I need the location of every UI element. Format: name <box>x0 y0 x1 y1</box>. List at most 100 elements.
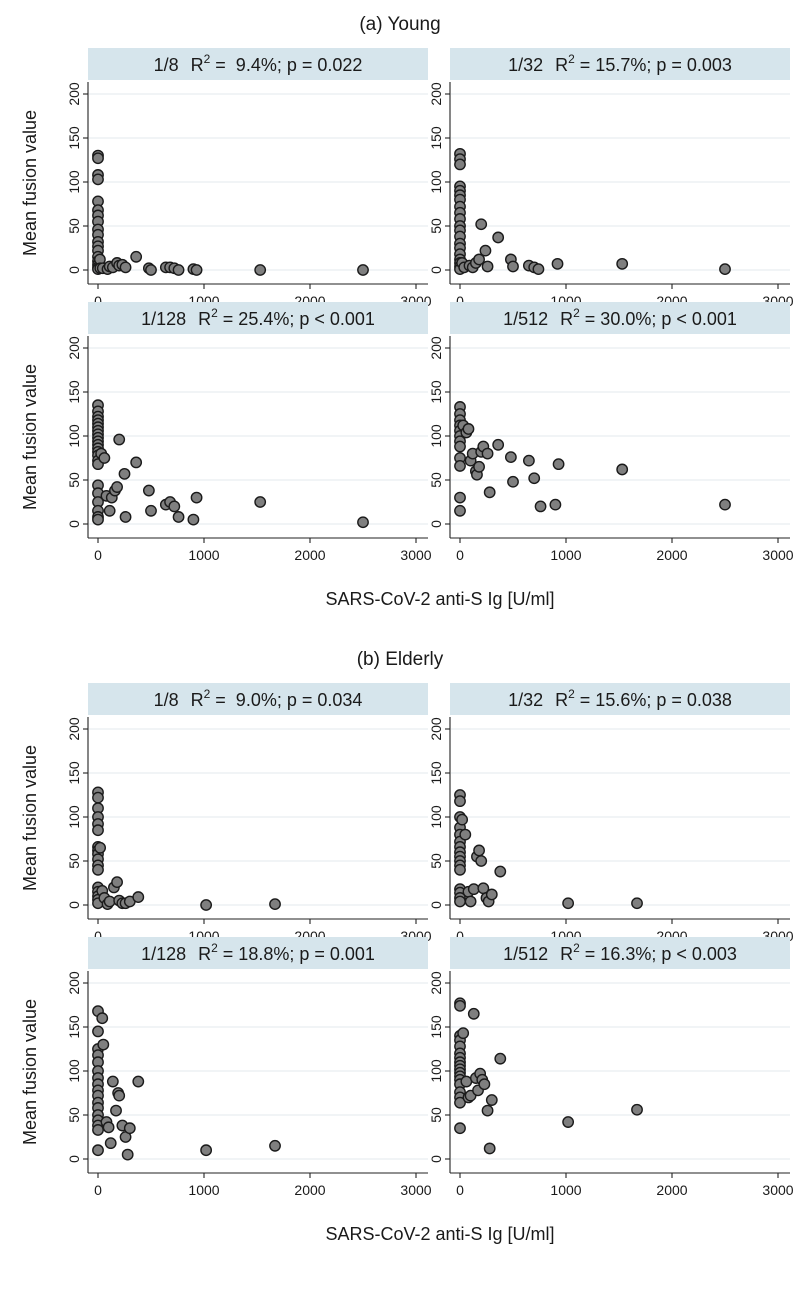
data-point <box>132 1075 145 1088</box>
data-point <box>454 895 466 908</box>
y-tick-label: 50 <box>66 853 82 869</box>
y-tick-label: 0 <box>428 1155 444 1163</box>
data-point <box>254 264 267 276</box>
data-point <box>111 876 123 889</box>
data-point <box>200 899 213 911</box>
x-tick-label: 2000 <box>294 1182 325 1198</box>
panel-strip <box>450 683 790 715</box>
r-squared-label: R <box>191 55 204 75</box>
y-tick-label: 50 <box>428 218 444 234</box>
data-point <box>467 883 480 896</box>
data-point <box>92 173 104 186</box>
group-title: (b) Elderly <box>357 649 444 670</box>
x-tick-label: 1000 <box>188 547 219 563</box>
dilution-label: 1/128 <box>141 309 186 329</box>
y-tick-label: 100 <box>66 424 82 448</box>
data-point <box>481 260 494 273</box>
data-point <box>534 500 547 513</box>
data-point <box>454 491 466 504</box>
x-tick-label: 1000 <box>188 1182 219 1198</box>
data-point <box>92 863 104 876</box>
data-point <box>168 500 181 513</box>
panel-strip <box>88 683 428 715</box>
data-point <box>145 504 157 517</box>
y-tick-label: 100 <box>66 1059 82 1083</box>
y-tick-label: 0 <box>66 266 82 274</box>
panel-strip <box>450 937 790 969</box>
data-point <box>190 491 203 504</box>
data-point <box>119 261 132 274</box>
panel-strip-label: 1/512 R2 = 16.3%; p < 0.003 <box>503 941 737 964</box>
data-point <box>562 897 575 910</box>
panel-strip <box>450 302 790 334</box>
dilution-label: 1/32 <box>508 55 543 75</box>
data-point <box>481 447 494 460</box>
data-point <box>481 1104 494 1117</box>
x-tick-label: 0 <box>456 928 464 944</box>
data-point <box>485 888 498 901</box>
x-tick-label: 0 <box>94 547 102 563</box>
y-tick-label: 100 <box>428 424 444 448</box>
data-point <box>118 467 131 480</box>
data-point <box>103 895 116 908</box>
y-tick-label: 0 <box>428 266 444 274</box>
data-point <box>269 898 281 911</box>
data-point <box>454 1096 466 1109</box>
r-squared-exponent: 2 <box>568 52 575 66</box>
y-tick-label: 100 <box>428 1059 444 1083</box>
x-tick-label: 3000 <box>762 1182 793 1198</box>
data-point <box>528 472 541 485</box>
y-tick-label: 100 <box>428 805 444 829</box>
data-point <box>492 438 505 451</box>
r-squared-exponent: 2 <box>211 941 218 955</box>
data-point <box>142 484 155 497</box>
data-point <box>462 423 475 435</box>
data-point <box>523 454 535 467</box>
data-point <box>113 1089 126 1102</box>
panel-strip <box>450 48 790 80</box>
data-point <box>485 1094 498 1106</box>
data-point <box>269 1139 281 1152</box>
dilution-label: 1/32 <box>508 690 543 710</box>
data-point <box>552 458 565 471</box>
x-tick-label: 0 <box>456 293 464 309</box>
data-point <box>357 516 369 529</box>
data-point <box>94 841 107 854</box>
data-point <box>200 1144 213 1157</box>
stat-text: = 16.3%; p < 0.003 <box>580 944 737 964</box>
data-point <box>106 1075 119 1088</box>
data-point <box>454 440 466 453</box>
y-tick-label: 0 <box>428 901 444 909</box>
panel-strip-label: 1/8 R2 = 9.4%; p = 0.022 <box>154 52 363 75</box>
r-squared-exponent: 2 <box>211 306 218 320</box>
panel-strip-label: 1/512 R2 = 30.0%; p < 0.001 <box>503 306 737 329</box>
y-tick-label: 50 <box>66 1107 82 1123</box>
data-point <box>454 795 466 808</box>
data-point <box>616 257 629 270</box>
dilution-label: 1/8 <box>154 55 179 75</box>
x-tick-label: 0 <box>94 1182 102 1198</box>
data-point <box>719 263 731 276</box>
data-point <box>719 498 731 511</box>
stat-text: = 15.7%; p = 0.003 <box>575 55 732 75</box>
x-tick-label: 2000 <box>656 1182 687 1198</box>
data-point <box>92 824 104 837</box>
x-tick-label: 3000 <box>762 547 793 563</box>
data-point <box>483 486 496 499</box>
data-point <box>454 460 466 472</box>
y-tick-label: 0 <box>428 520 444 528</box>
x-tick-label: 0 <box>456 547 464 563</box>
y-tick-label: 50 <box>66 472 82 488</box>
data-point <box>454 999 466 1012</box>
data-point <box>457 1027 470 1040</box>
y-tick-label: 0 <box>66 901 82 909</box>
x-tick-label: 0 <box>94 293 102 309</box>
y-tick-label: 200 <box>66 336 82 360</box>
y-axis-title: Mean fusion value <box>20 745 40 891</box>
panel-strip-label: 1/32 R2 = 15.7%; p = 0.003 <box>508 52 732 75</box>
